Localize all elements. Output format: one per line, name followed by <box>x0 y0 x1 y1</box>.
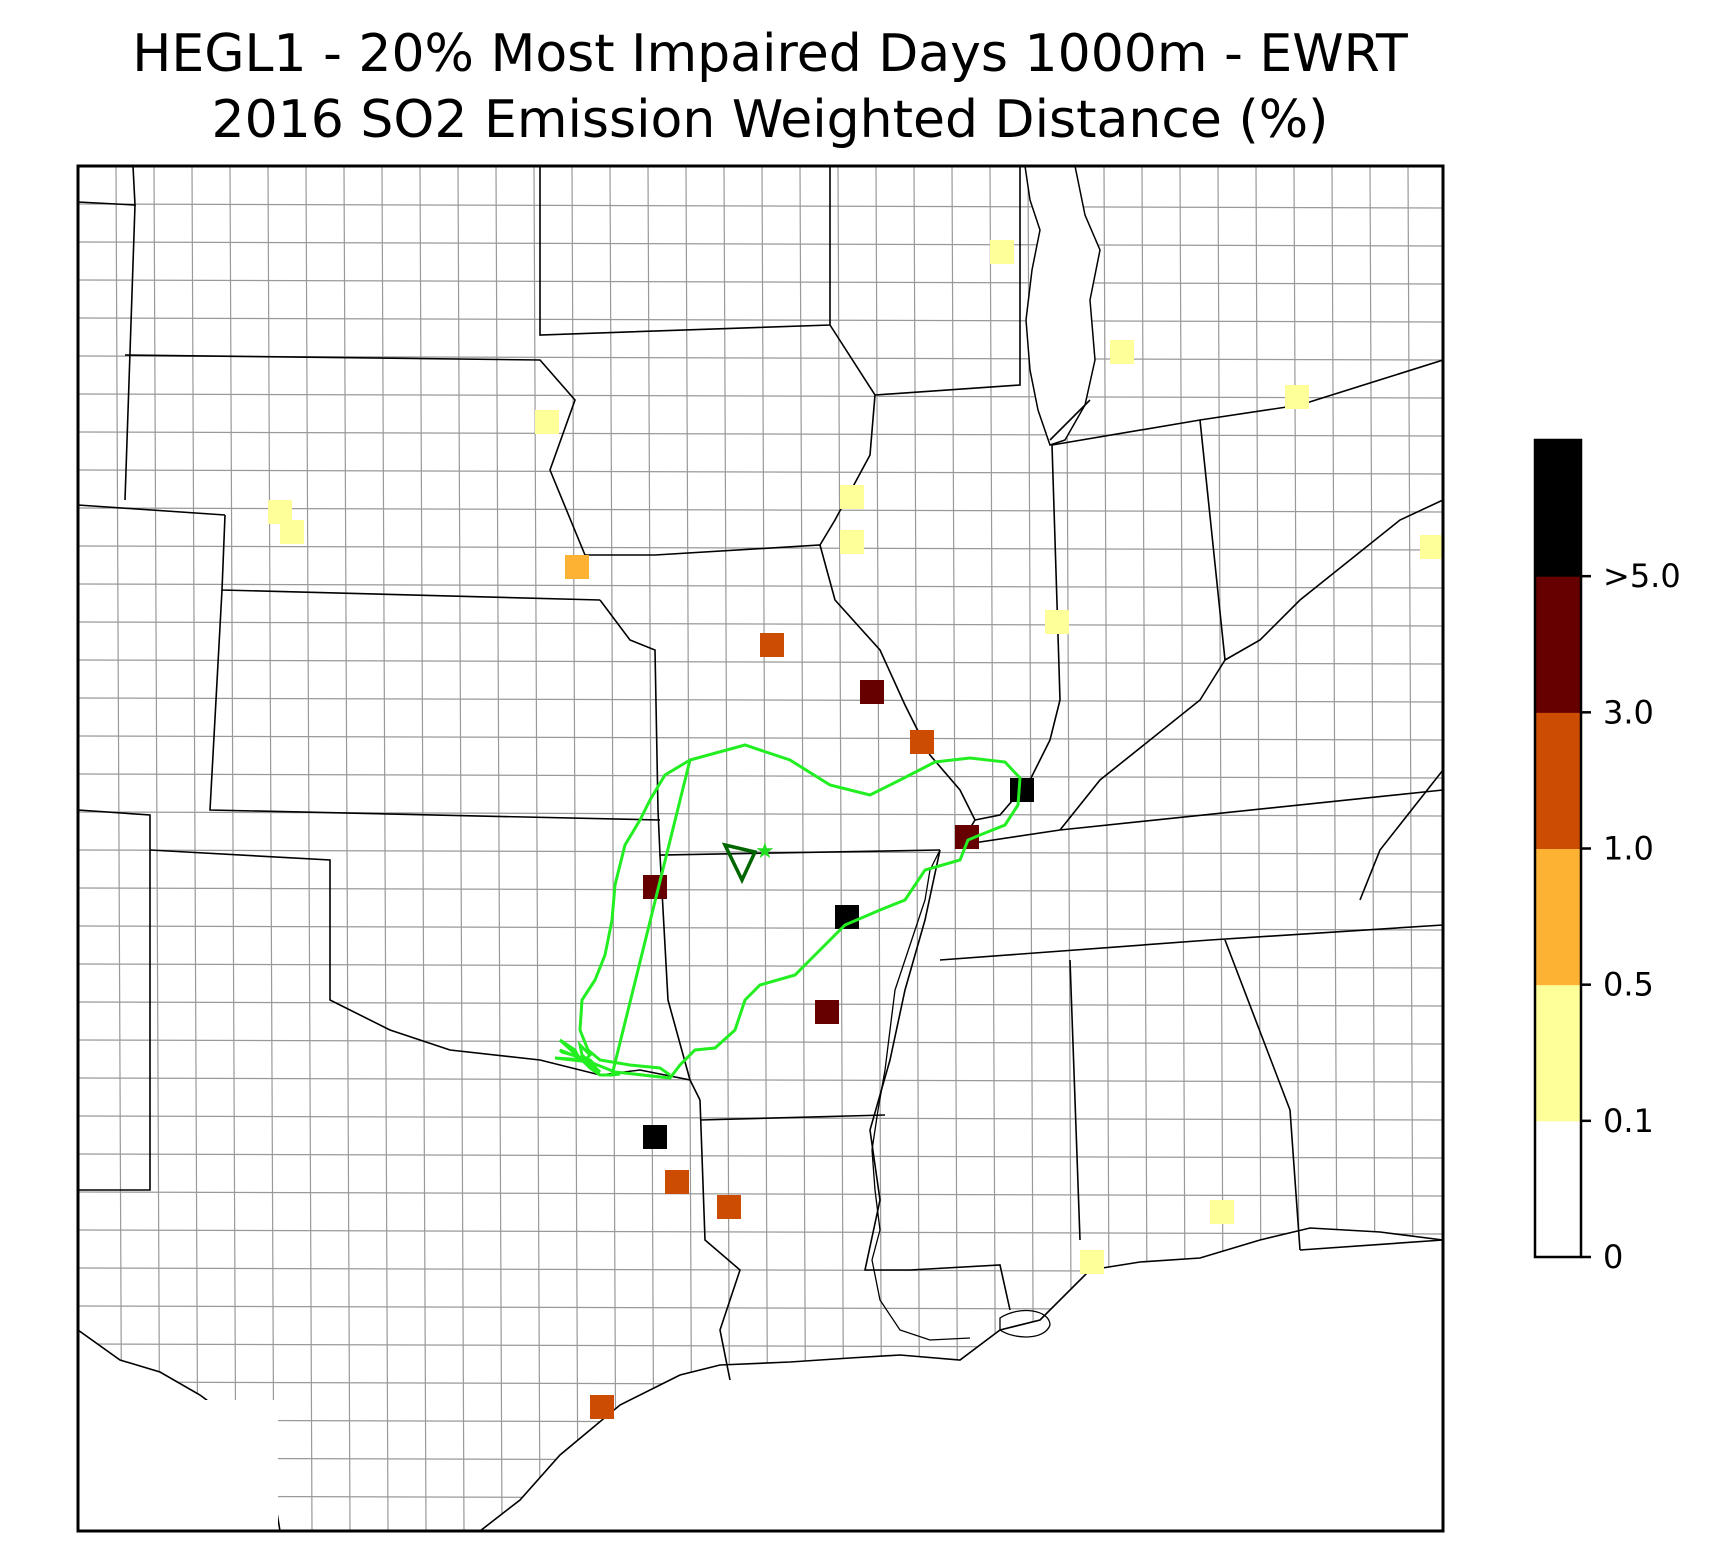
emission-cells <box>268 240 1443 1419</box>
map-area: ★ <box>78 166 1443 1531</box>
emission-cell-texas-gulf <box>590 1395 614 1419</box>
colorbar-bin <box>1535 848 1581 986</box>
colorbar-tick-label: 0.1 <box>1603 1102 1654 1140</box>
emission-cell-louisiana-north <box>717 1195 741 1219</box>
chart-title-line1: HEGL1 - 20% Most Impaired Days 1000m - E… <box>132 24 1408 84</box>
emission-cell-iowa-east <box>840 485 864 509</box>
emission-cell-nebraska-east <box>565 555 589 579</box>
colorbar-bin <box>1535 984 1581 1122</box>
emission-cell-oklahoma-northeast <box>643 875 667 899</box>
emission-cell-alabama <box>1080 1250 1104 1274</box>
emission-cell-illinois-south <box>1010 778 1034 802</box>
colorbar-bin <box>1535 1120 1581 1258</box>
colorbar-bin <box>1535 712 1581 849</box>
colorbar-tick-label: 0 <box>1603 1238 1623 1276</box>
map-frame <box>76 164 1445 1533</box>
emission-cell-georgia <box>1210 1200 1234 1224</box>
lake-michigan <box>1024 166 1101 446</box>
colorbar-tick-label: 3.0 <box>1603 693 1654 731</box>
contour-line-west <box>578 758 691 1077</box>
contour-line <box>554 743 1022 1080</box>
emission-cell-iowa-east <box>840 530 864 554</box>
emission-cell-missouri-east <box>860 680 884 704</box>
chart-title-line2: 2016 SO2 Emission Weighted Distance (%) <box>211 90 1329 150</box>
emission-cell-texas-east <box>665 1170 689 1194</box>
emission-cell-minnesota-west <box>280 520 304 544</box>
mississippi-river <box>871 849 971 1341</box>
lake-pontchartrain <box>999 1309 1051 1338</box>
colorbar-bin <box>1535 440 1581 577</box>
emission-cell-ohio <box>1420 535 1443 559</box>
emission-cell-wisconsin <box>990 240 1014 264</box>
emission-cell-michigan-west <box>1110 340 1134 364</box>
emission-cell-st-louis <box>910 730 934 754</box>
site-marker-icon <box>721 842 758 885</box>
colorbar-bin <box>1535 576 1581 713</box>
star-icon: ★ <box>755 839 775 864</box>
emission-cell-minnesota-southwest <box>535 410 559 434</box>
colorbar: 0 0.1 0.5 1.0 3.0 >5.0 <box>1533 438 1681 1276</box>
colorbar-tick-label: >5.0 <box>1603 557 1681 595</box>
emission-cell-texas-northeast <box>643 1125 667 1149</box>
colorbar-tick-label: 1.0 <box>1603 830 1654 868</box>
emission-cell-missouri-north <box>760 633 784 657</box>
emission-cell-indiana-north <box>1045 610 1069 634</box>
emission-cell-missouri-central <box>815 1000 839 1024</box>
emission-cell-michigan-east <box>1285 385 1309 409</box>
state-boundaries <box>78 166 1443 1381</box>
colorbar-tick-label: 0.5 <box>1603 966 1654 1004</box>
